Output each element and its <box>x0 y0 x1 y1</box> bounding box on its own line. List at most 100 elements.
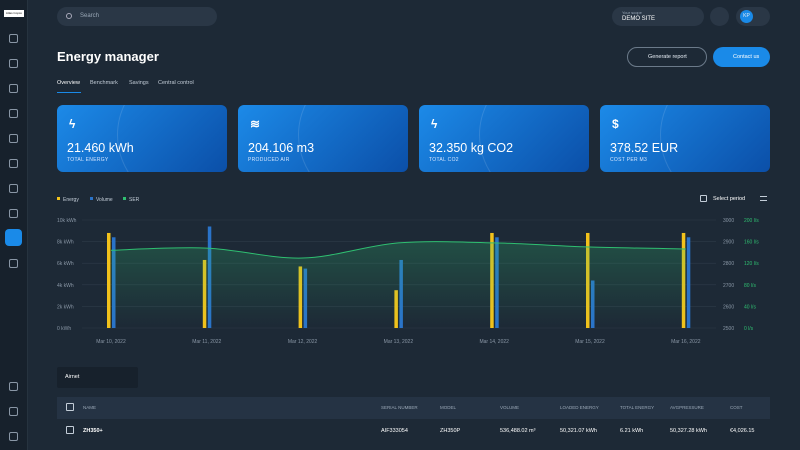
tab[interactable]: Savings <box>129 80 149 86</box>
y3-tick-label: 160 l/s <box>744 240 759 246</box>
contact-us[interactable]: Contact us <box>713 47 770 67</box>
legend-swatch <box>123 197 126 200</box>
decor <box>117 105 227 172</box>
table-cell: 6.21 kWh <box>620 428 644 434</box>
legend-swatch <box>57 197 60 200</box>
page-title: Energy manager <box>57 49 159 64</box>
scope-select[interactable]: Your scope DEMO SITE <box>612 7 704 26</box>
search-box[interactable]: Search <box>57 7 217 26</box>
bar <box>107 232 111 328</box>
x-tick-label: Mar 14, 2022 <box>479 339 509 345</box>
avatar: KP <box>740 10 753 23</box>
y-tick-label: 8k kWh <box>57 240 74 246</box>
kpi-value: 378.52 EUR <box>610 141 679 155</box>
tab[interactable]: Overview <box>57 80 80 86</box>
column-header: SERIAL NUMBER <box>381 405 418 410</box>
nav-icon[interactable] <box>9 159 18 168</box>
y3-tick-label: 0 l/s <box>744 326 754 332</box>
nav-icon[interactable] <box>9 407 18 416</box>
y-tick-label: 0 kWh <box>57 326 71 332</box>
decor <box>479 105 589 172</box>
table-cell: 536,488.02 m³ <box>500 428 536 434</box>
nav-icon[interactable] <box>9 209 18 218</box>
y-tick-label: 10k kWh <box>57 218 77 224</box>
select-period[interactable]: Select period <box>713 196 746 202</box>
y-tick-label: 6k kWh <box>57 261 74 267</box>
y2-tick-label: 2500 <box>723 326 734 332</box>
y2-tick-label: 3000 <box>723 218 734 224</box>
ser-area <box>111 241 686 328</box>
legend-label: SER <box>129 197 140 203</box>
search-placeholder: Search <box>80 13 100 19</box>
kpi-value: 21.460 kWh <box>67 141 134 155</box>
tab[interactable]: Central control <box>158 80 194 86</box>
nav-icon[interactable] <box>9 184 18 193</box>
kpi-label: TOTAL CO2 <box>429 157 459 163</box>
sidebar: Atlas Copco <box>0 0 28 450</box>
column-header: COST <box>730 405 743 410</box>
kpi-value: 204.106 m3 <box>248 141 315 155</box>
y2-tick-label: 2900 <box>723 240 734 246</box>
table-cell: 50,321.07 kWh <box>560 428 597 434</box>
y3-tick-label: 40 l/s <box>744 304 756 310</box>
column-header: AVGPRESSURE <box>670 405 704 410</box>
ser-line <box>110 241 686 259</box>
nav-icon[interactable] <box>9 432 18 441</box>
bar <box>686 237 691 328</box>
x-tick-label: Mar 16, 2022 <box>671 339 701 345</box>
nav-icon[interactable] <box>9 134 18 143</box>
y-tick-label: 2k kWh <box>57 304 74 310</box>
table-cell: ZH350P <box>440 428 461 434</box>
column-header: LOADED ENERGY <box>560 405 599 410</box>
table-cell: €4,026.15 <box>730 428 755 434</box>
kpi-label: TOTAL ENERGY <box>67 157 109 163</box>
nav-active[interactable] <box>5 229 22 246</box>
legend-swatch <box>90 197 93 200</box>
x-tick-label: Mar 13, 2022 <box>384 339 414 345</box>
kpi-card: ϟ 32.350 kg CO2 TOTAL CO2 <box>419 105 589 172</box>
nav-icon[interactable] <box>9 259 18 268</box>
x-tick-label: Mar 12, 2022 <box>288 339 318 345</box>
icon: ≋ <box>250 117 261 131</box>
tab[interactable]: Benchmark <box>90 80 118 86</box>
column-header: VOLUME <box>500 405 520 410</box>
search-icon <box>66 13 72 19</box>
y3-tick-label: 200 l/s <box>744 218 759 224</box>
column-header: MODEL <box>440 405 457 410</box>
column-header: TOTAL ENERGY <box>620 405 655 410</box>
y3-tick-label: 120 l/s <box>744 261 759 267</box>
table-cell: AIF333054 <box>381 428 408 434</box>
x-tick-label: Mar 10, 2022 <box>96 339 126 345</box>
x-tick-label: Mar 11, 2022 <box>192 339 221 345</box>
column-header: NAME <box>83 405 97 410</box>
table-header <box>57 397 770 419</box>
decor <box>660 105 770 172</box>
menu-icon[interactable] <box>760 196 767 201</box>
kpi-value: 32.350 kg CO2 <box>429 141 514 155</box>
nav-icon[interactable] <box>9 34 18 43</box>
kpi-label: COST PER M3 <box>610 157 648 163</box>
notifications[interactable] <box>710 7 729 26</box>
kpi-card: ϟ 21.460 kWh TOTAL ENERGY <box>57 105 227 172</box>
nav-icon[interactable] <box>9 59 18 68</box>
nav-icon[interactable] <box>9 382 18 391</box>
x-tick-label: Mar 15, 2022 <box>575 339 605 345</box>
nav-icon[interactable] <box>9 84 18 93</box>
legend-label: Energy <box>63 197 79 203</box>
generate-report[interactable]: Generate report <box>627 47 707 67</box>
decor <box>298 105 408 172</box>
logo: Atlas Copco <box>4 10 24 17</box>
y2-tick-label: 2700 <box>723 283 734 289</box>
legend-label: Volume <box>96 197 113 203</box>
scope-value: DEMO SITE <box>622 16 656 22</box>
calendar-icon <box>700 195 707 202</box>
checkbox[interactable] <box>66 426 74 434</box>
icon: ϟ <box>431 117 438 131</box>
nav-icon[interactable] <box>9 109 18 118</box>
filter-select[interactable]: Airnet <box>57 367 138 388</box>
y-tick-label: 4k kWh <box>57 283 74 289</box>
checkbox[interactable] <box>66 403 74 411</box>
user-menu[interactable]: KP <box>736 7 770 26</box>
scope-label: Your scope <box>622 10 642 15</box>
